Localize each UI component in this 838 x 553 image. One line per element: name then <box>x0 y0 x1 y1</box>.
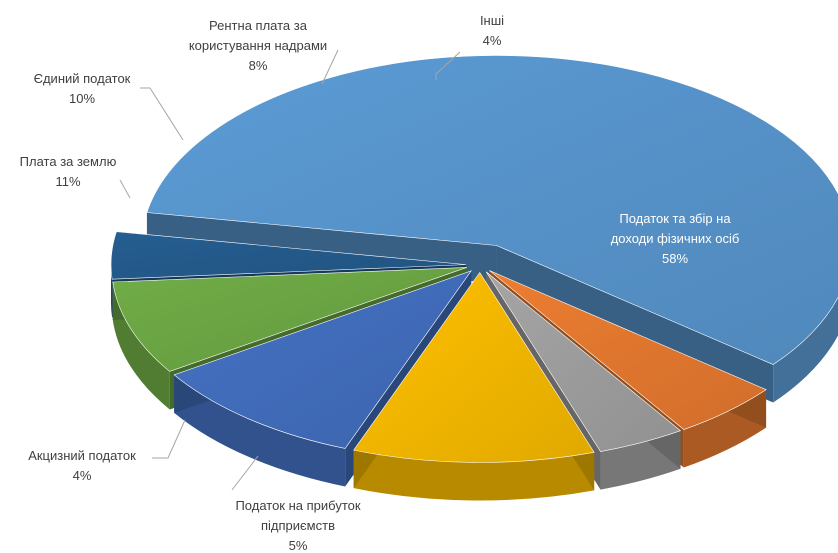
slice-label-5: Рентна плата за користування надрами 8% <box>189 18 339 85</box>
slice-percent-label: 11% <box>55 174 80 189</box>
pie-slice-6 <box>110 231 467 280</box>
pie-slice-4 <box>173 270 473 449</box>
slice-percent-label: 8% <box>249 58 268 73</box>
slice-percent-label: 4% <box>483 33 502 48</box>
slice-label-3: Плата за землю 11% <box>20 154 131 199</box>
slice-name-label: доходи фізичних осіб <box>611 231 740 246</box>
slice-label-4: Єдиний податок 10% <box>34 71 184 141</box>
slice-percent-label: 5% <box>289 538 308 553</box>
slice-label-6: Інші 4% <box>435 13 504 80</box>
leader-line <box>140 87 184 141</box>
pie-slice-0 <box>146 55 838 365</box>
slice-name-label: Акцизний податок <box>28 448 136 463</box>
slice-percent-label: 58% <box>662 251 688 266</box>
slice-percent-label: 10% <box>69 91 95 106</box>
leader-line <box>435 51 461 80</box>
slice-name-label: Рентна плата за <box>209 18 308 33</box>
slice-label-2: Акцизний податок 4% <box>28 419 186 483</box>
leader-line <box>321 49 339 85</box>
pie-slice-wall <box>353 450 595 501</box>
slice-name-label: Єдиний податок <box>34 71 131 86</box>
leader-line <box>231 455 259 491</box>
slice-label-0: Податок та збір на доходи фізичних осіб 58… <box>611 211 740 266</box>
slice-percent-label: 4% <box>73 468 92 483</box>
slice-label-1: Податок на прибуток підприємств 5% <box>231 455 361 553</box>
slice-name-label: Податок на прибуток <box>235 498 360 513</box>
slice-name-label: Податок та збір на <box>619 211 731 226</box>
leader-line <box>119 179 131 199</box>
pie-slice-wall <box>773 297 838 403</box>
pie-slices <box>110 55 838 501</box>
pie-slice-2 <box>485 271 682 452</box>
slice-name-label: підприємств <box>261 518 335 533</box>
pie-slice-3 <box>353 271 595 463</box>
pie-slice-5 <box>112 267 467 372</box>
pie-slice-wall <box>174 374 346 487</box>
pie-slice-1 <box>489 270 767 430</box>
pie-slice-wall <box>112 281 170 410</box>
pie-labels: Податок та збір на доходи фізичних осіб 58… <box>20 13 740 553</box>
slice-name-label: користування надрами <box>189 38 327 53</box>
slice-name-label: Інші <box>480 13 504 28</box>
leader-line <box>152 419 186 459</box>
slice-name-label: Плата за землю <box>20 154 117 169</box>
